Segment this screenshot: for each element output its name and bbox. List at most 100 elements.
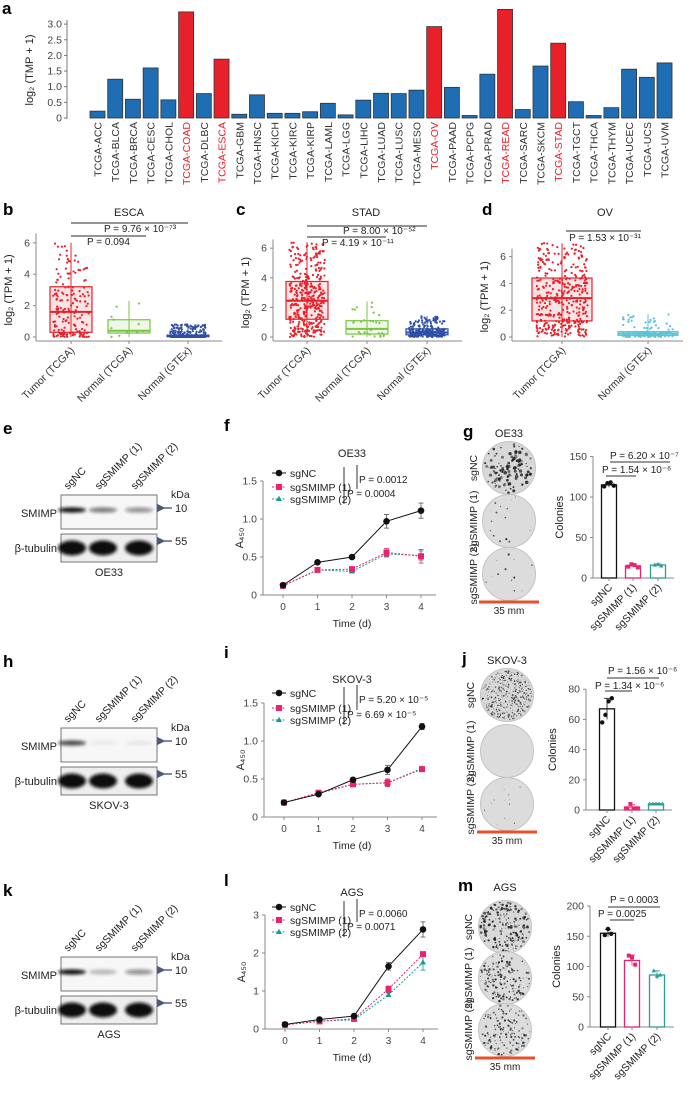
colony xyxy=(489,682,491,684)
data-point xyxy=(565,276,568,280)
circle-marker xyxy=(275,469,283,477)
chart-title: AGS xyxy=(340,887,363,899)
colony xyxy=(529,692,531,695)
tubulin-band xyxy=(89,773,117,789)
tubulin-band xyxy=(58,1002,86,1018)
x-tick-label: TCGA-LUAD xyxy=(376,122,388,183)
colony xyxy=(509,978,511,980)
bar-tcga-chol xyxy=(160,99,177,119)
colony xyxy=(502,955,505,958)
colony xyxy=(505,915,507,916)
culture-dish xyxy=(480,777,534,831)
data-point xyxy=(649,334,652,337)
data-point xyxy=(583,276,587,279)
data-point xyxy=(59,306,62,309)
data-point xyxy=(421,335,424,338)
data-point xyxy=(583,335,586,338)
data-point xyxy=(294,315,297,318)
data-point xyxy=(321,243,324,246)
chart-title: OE33 xyxy=(338,448,366,460)
data-point xyxy=(315,319,318,323)
colony xyxy=(494,1033,497,1036)
data-point xyxy=(302,310,305,314)
data-point xyxy=(184,335,187,338)
colony xyxy=(522,924,526,927)
data-point xyxy=(176,324,179,327)
data-point xyxy=(425,331,429,334)
colony xyxy=(496,923,498,925)
colony xyxy=(490,683,491,685)
data-point xyxy=(318,309,321,312)
data-point xyxy=(311,295,314,298)
colony xyxy=(497,697,500,700)
data-point xyxy=(539,248,542,251)
colony xyxy=(495,994,497,996)
data-point xyxy=(608,480,613,485)
colony xyxy=(485,707,487,709)
colony xyxy=(507,923,509,925)
data-point xyxy=(408,326,411,330)
data-point xyxy=(55,312,58,316)
data-point xyxy=(546,242,549,245)
colony xyxy=(499,677,501,679)
colony xyxy=(500,686,503,689)
row-label: β-tubulin xyxy=(15,543,57,555)
data-point xyxy=(428,318,431,322)
circle-marker xyxy=(385,963,392,970)
square-marker xyxy=(385,986,392,993)
colony xyxy=(492,534,495,537)
colony xyxy=(494,1014,497,1016)
colony xyxy=(515,1012,517,1014)
colony xyxy=(523,692,525,694)
data-point xyxy=(86,291,89,294)
data-point xyxy=(566,291,570,294)
bar-tcga-ucs xyxy=(638,76,655,119)
colony xyxy=(494,927,496,929)
data-point xyxy=(438,328,441,331)
data-point xyxy=(351,308,354,311)
colony xyxy=(530,691,532,692)
data-point xyxy=(57,272,60,275)
colony xyxy=(521,674,523,676)
data-point xyxy=(63,326,66,329)
colony xyxy=(521,687,523,689)
tubulin-band xyxy=(125,1002,153,1018)
colony xyxy=(503,706,505,709)
colony xyxy=(507,482,512,486)
colony xyxy=(522,1014,525,1017)
colony xyxy=(489,1036,492,1039)
colony xyxy=(506,980,509,983)
data-point xyxy=(640,330,644,334)
colony xyxy=(521,1033,523,1035)
colony xyxy=(496,987,498,989)
colony xyxy=(526,977,528,979)
colony xyxy=(518,1010,521,1012)
colony xyxy=(519,682,521,684)
y-tick-label: 150 xyxy=(566,931,584,943)
colony xyxy=(497,971,500,974)
data-point xyxy=(569,332,572,335)
colony xyxy=(519,979,522,982)
colony xyxy=(526,692,528,694)
colony xyxy=(500,960,504,963)
data-point xyxy=(414,332,417,335)
data-point xyxy=(301,282,304,285)
data-point xyxy=(547,291,550,294)
data-point xyxy=(306,298,309,301)
colony xyxy=(504,707,506,709)
data-point xyxy=(297,247,300,251)
bar xyxy=(648,974,666,1028)
colony xyxy=(501,903,504,906)
colony xyxy=(517,706,519,708)
box-tumor-tcga- xyxy=(49,242,93,339)
colony xyxy=(497,1008,500,1011)
data-point xyxy=(624,332,627,335)
colony xyxy=(520,1010,523,1012)
colony xyxy=(492,984,495,987)
x-tick-label: TCGA-UVM xyxy=(660,122,672,178)
marker-10-kda: 10 xyxy=(175,503,187,515)
colony xyxy=(492,1011,495,1014)
colony xyxy=(528,977,531,980)
data-point xyxy=(584,298,587,301)
